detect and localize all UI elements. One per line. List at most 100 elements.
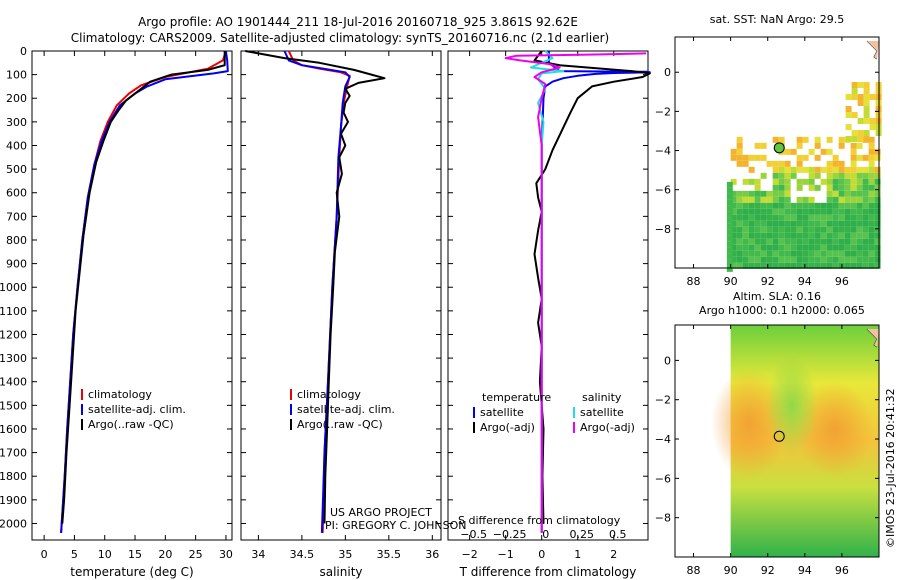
sst-cell (808, 256, 815, 263)
sst-cell (802, 220, 809, 227)
sst-cell (814, 238, 821, 245)
sst-cell (838, 178, 845, 185)
sst-cell (851, 136, 858, 143)
sst-cell (766, 196, 773, 203)
legend-label: satellite (580, 406, 624, 419)
sst-cell (742, 208, 749, 215)
sst-cell (790, 238, 797, 245)
sst-cell (790, 244, 797, 251)
sst-cell (736, 208, 743, 215)
sst-cell (826, 196, 833, 203)
sst-cell (832, 178, 839, 185)
sst-cell (730, 208, 737, 215)
sst-cell (826, 244, 833, 251)
sst-cell (778, 202, 785, 209)
sst-cell (820, 244, 827, 251)
sst-cell (856, 190, 863, 197)
sst-cell (868, 148, 875, 155)
sst-cell (790, 226, 797, 233)
depth-tick-label: 100 (6, 69, 27, 82)
sst-cell (814, 256, 821, 263)
sst-cell (736, 262, 743, 269)
sst-cell (838, 226, 845, 233)
map-y-tick-label: −6 (655, 472, 671, 485)
sst-cell (742, 256, 749, 263)
sst-cell (857, 94, 864, 101)
sst-cell (736, 136, 743, 143)
sst-cell (730, 256, 737, 263)
sst-cell (838, 244, 845, 251)
sst-cell (808, 202, 815, 209)
sst-cell (778, 160, 785, 167)
sst-cell (863, 88, 870, 95)
legend-header: temperature (482, 391, 551, 404)
sst-cell (772, 250, 779, 257)
sst-cell (796, 238, 803, 245)
map-frame (674, 324, 880, 558)
sst-cell (874, 208, 881, 215)
sst-cell (790, 232, 797, 239)
depth-tick-label: 200 (6, 92, 27, 105)
sst-cell (726, 253, 733, 260)
sst-cell (874, 154, 881, 161)
sst-cell (850, 226, 857, 233)
sst-cell (784, 232, 791, 239)
sst-cell (868, 160, 875, 167)
depth-tick-label: 1800 (0, 470, 27, 483)
depth-tick-label: 0 (20, 45, 27, 58)
sst-cell (754, 184, 761, 191)
sst-cell (845, 136, 852, 143)
sst-cell (790, 256, 797, 263)
sst-cell (736, 160, 743, 167)
map-x-tick-label: 90 (724, 275, 738, 288)
sst-cell (748, 220, 755, 227)
sst-cell (874, 196, 881, 203)
s-tick-label: 0.25 (569, 528, 594, 541)
sst-cell (742, 220, 749, 227)
sst-cell (802, 166, 809, 173)
sst-cell (766, 244, 773, 251)
sst-cell (766, 256, 773, 263)
sst-cell (863, 100, 870, 107)
sst-cell (826, 226, 833, 233)
sst-cell (814, 262, 821, 269)
sst-cell (874, 226, 881, 233)
sst-cell (726, 187, 733, 194)
map-y-tick-label: −8 (655, 512, 671, 525)
sst-cell (820, 256, 827, 263)
sst-cell (851, 94, 858, 101)
sst-cell (736, 250, 743, 257)
map-y-tick-label: −4 (655, 145, 671, 158)
sst-cell (862, 244, 869, 251)
sst-cell (808, 166, 815, 173)
sst-cell (742, 232, 749, 239)
sst-cell (790, 172, 797, 179)
sst-cell (814, 232, 821, 239)
map-mask (675, 37, 727, 268)
sst-cell (766, 262, 773, 269)
x-tick-label: −2 (462, 548, 478, 561)
sst-cell (856, 244, 863, 251)
sst-cell (808, 208, 815, 215)
sst-cell (772, 214, 779, 221)
map-y-tick-label: −8 (655, 223, 671, 236)
sst-cell (863, 82, 870, 89)
sst-cell (862, 202, 869, 209)
sst-cell (784, 220, 791, 227)
sst-cell (772, 190, 779, 197)
depth-tick-label: 1400 (0, 376, 27, 389)
sst-cell (862, 232, 869, 239)
sst-cell (814, 226, 821, 233)
sst-cell (754, 256, 761, 263)
sst-cell (868, 256, 875, 263)
map-x-tick-label: 96 (835, 275, 849, 288)
series-line (504, 52, 647, 533)
sst-cell (826, 160, 833, 167)
sst-cell (760, 142, 767, 149)
sst-cell (856, 196, 863, 203)
sst-cell (802, 178, 809, 185)
depth-tick-label: 400 (6, 139, 27, 152)
sst-cell (857, 130, 864, 137)
sst-cell (730, 232, 737, 239)
